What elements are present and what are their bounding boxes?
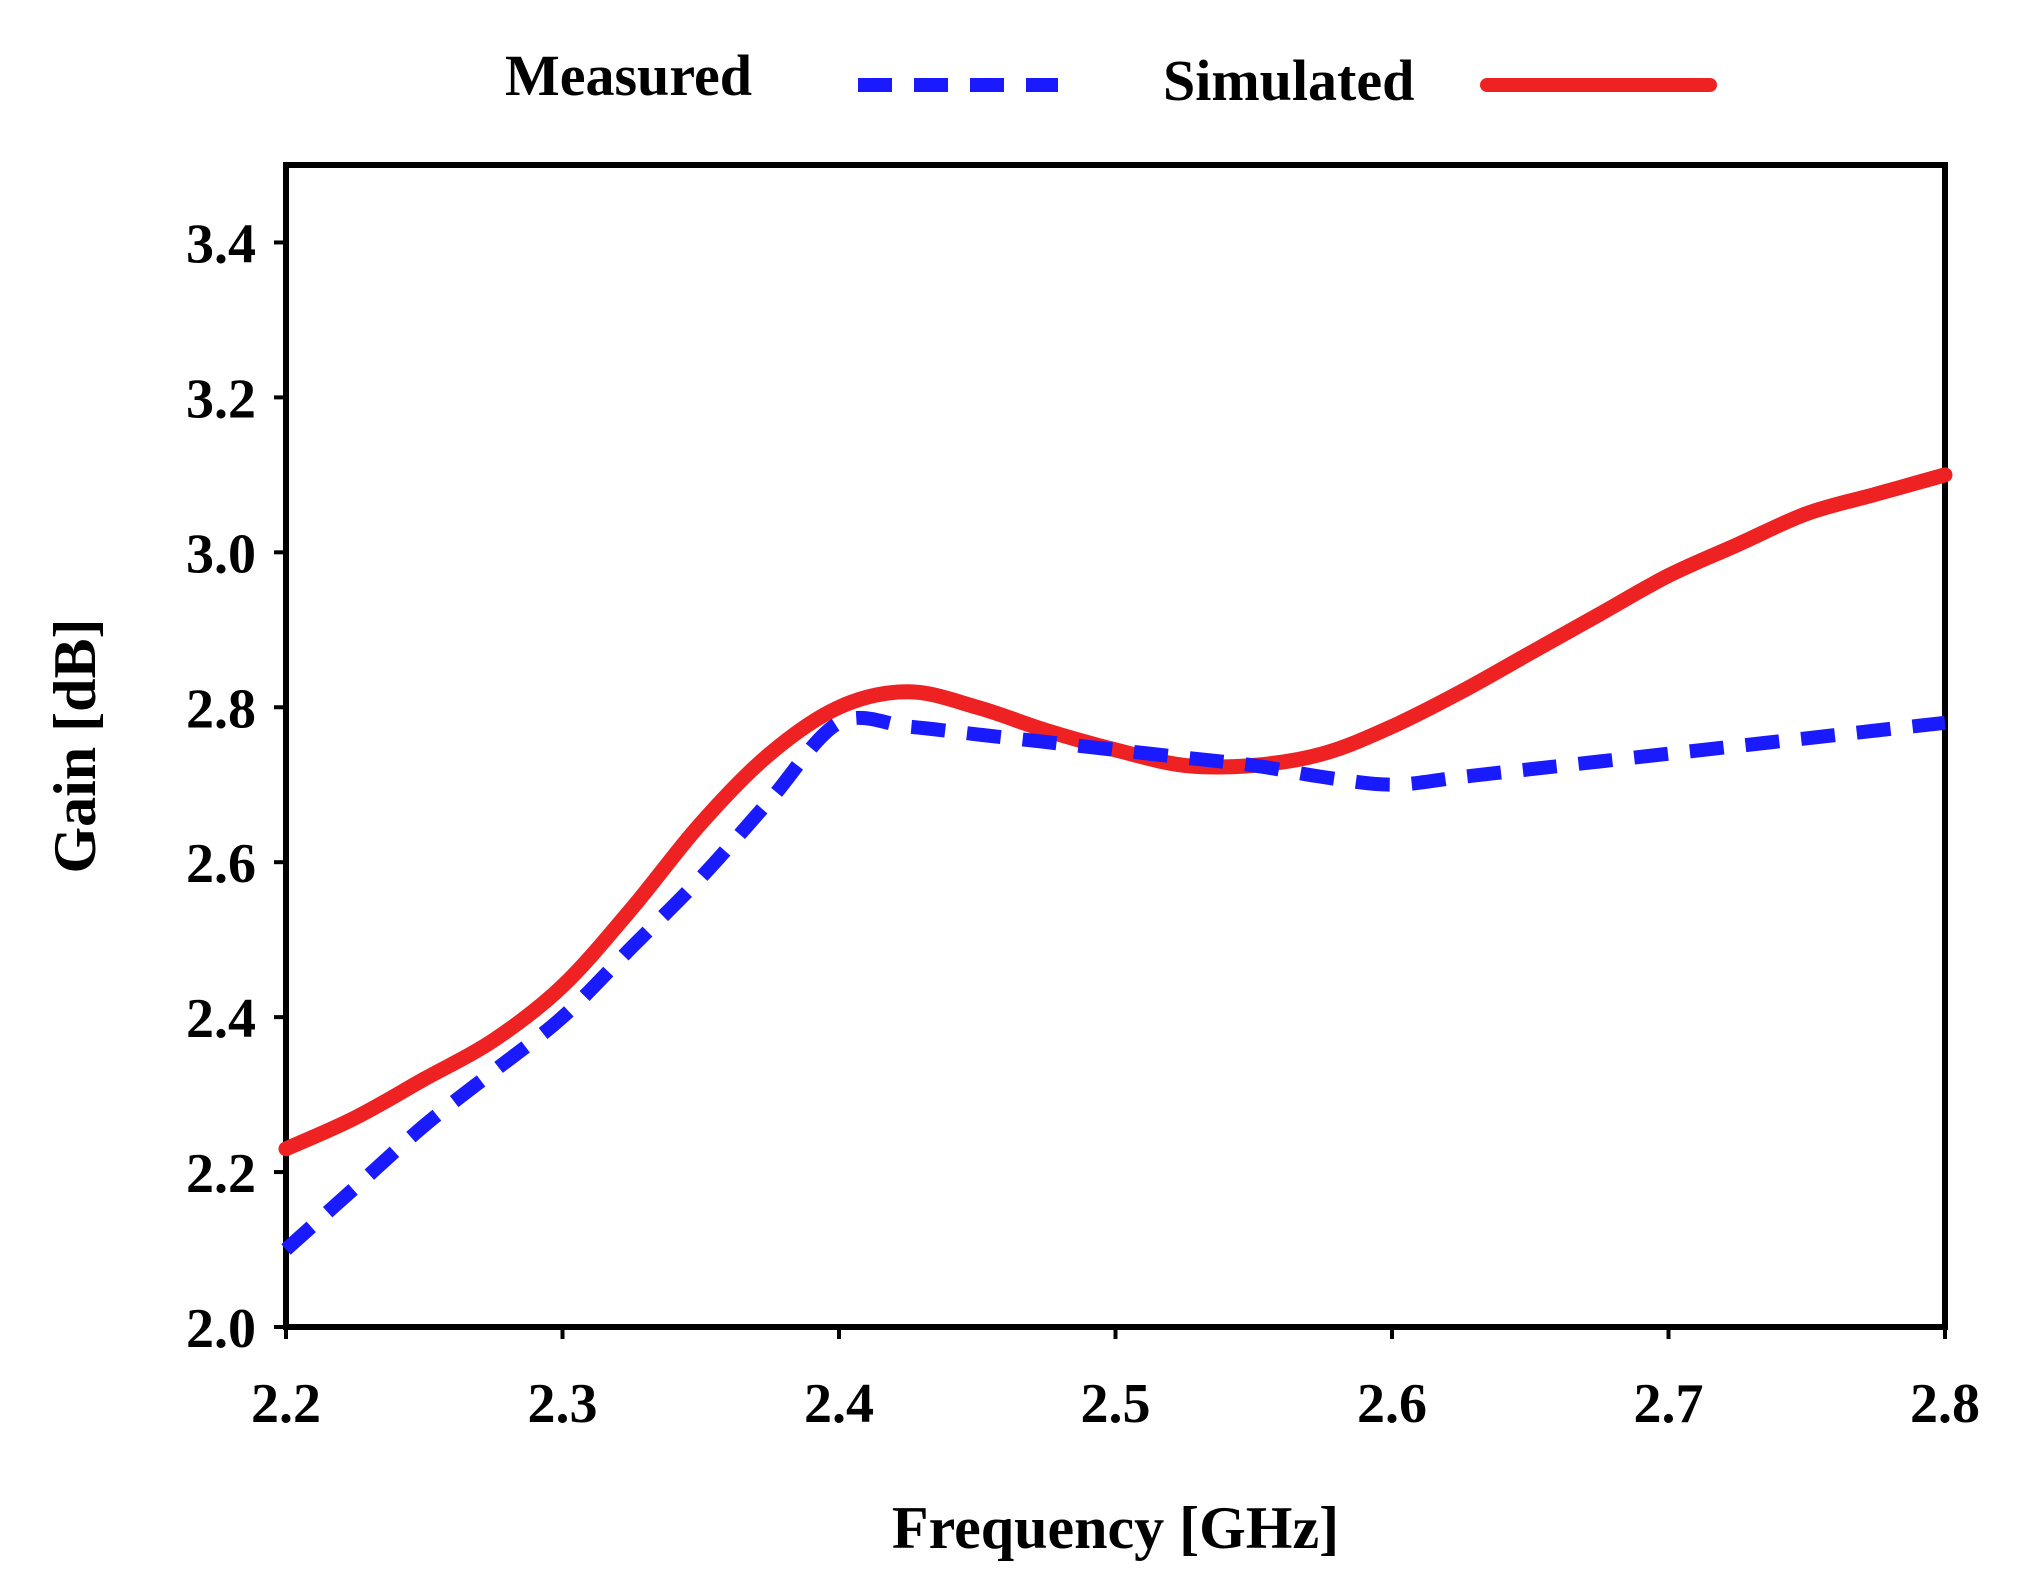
y-tick-label: 3.2 [186, 368, 256, 430]
y-tick-label: 3.0 [186, 523, 256, 585]
x-tick-label: 2.4 [804, 1373, 874, 1435]
series-simulated-line [278, 467, 1953, 1157]
axes: 2.2 2.3 2.4 2.5 2.6 2.7 2.8 2.0 2.2 2.4 2.6 2.8 3.0 3… [186, 162, 1980, 1435]
y-tick-label: 2.4 [186, 988, 256, 1050]
y-axis-title: Gain [dB] [42, 618, 108, 873]
x-tick-label: 2.6 [1357, 1373, 1427, 1435]
y-tick-label: 2.8 [186, 678, 256, 740]
legend: Measured Simulated [505, 43, 1717, 113]
legend-label-measured: Measured [505, 43, 752, 108]
series-layer [278, 467, 1953, 1255]
x-tick-label: 2.2 [251, 1373, 321, 1435]
x-axis-title: Frequency [GHz] [892, 1495, 1339, 1561]
y-tick-label: 3.4 [186, 213, 256, 275]
y-tick-label: 2.2 [186, 1143, 256, 1205]
x-tick-label: 2.7 [1634, 1373, 1704, 1435]
y-tick-label: 2.0 [186, 1298, 256, 1360]
x-tick-label: 2.3 [528, 1373, 598, 1435]
x-tick-label: 2.5 [1081, 1373, 1151, 1435]
series-measured-line [281, 710, 1946, 1255]
y-tick-label: 2.6 [186, 833, 256, 895]
legend-label-simulated: Simulated [1163, 48, 1414, 113]
x-tick-label: 2.8 [1910, 1373, 1980, 1435]
